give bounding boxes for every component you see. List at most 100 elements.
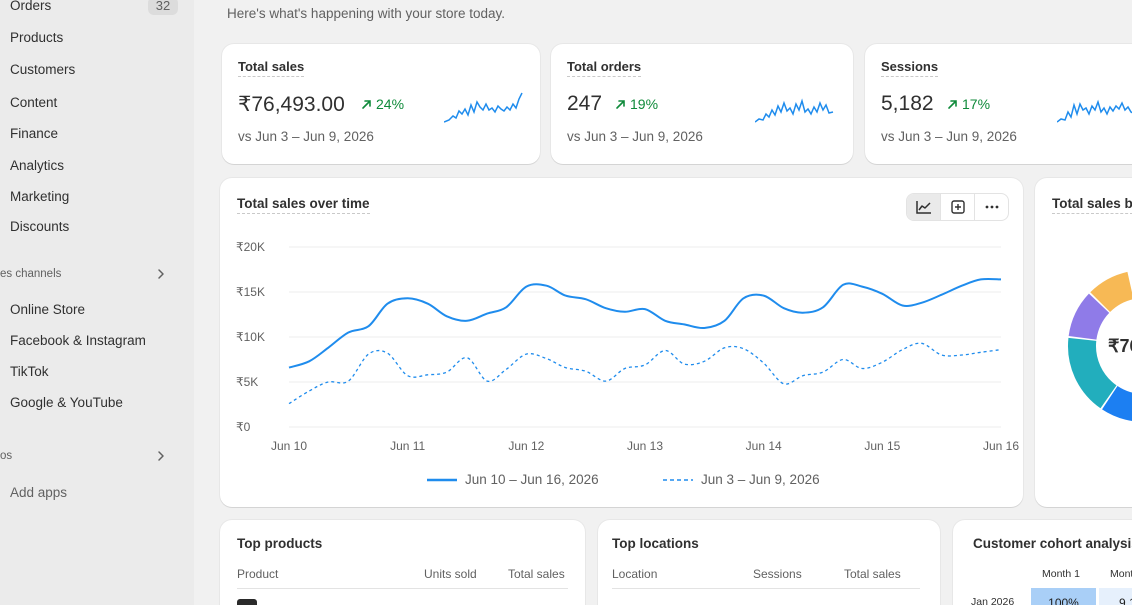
product-thumbnail[interactable] bbox=[237, 599, 257, 605]
x-tick-label: Jun 12 bbox=[508, 439, 544, 453]
column-header: Product bbox=[237, 567, 279, 581]
sparkline bbox=[1057, 99, 1132, 123]
kpi-title: Sessions bbox=[881, 59, 939, 77]
y-tick-label: ₹5K bbox=[236, 375, 258, 389]
sidebar-item-online-store[interactable]: Online Store bbox=[10, 302, 86, 317]
panel-title: Top locations bbox=[612, 536, 699, 551]
legend-solid-line bbox=[427, 478, 457, 481]
main-content: Here's what's happening with your store … bbox=[194, 0, 1132, 605]
sidebar-item-products[interactable]: Products bbox=[10, 30, 64, 45]
cohort-row-label: Jan 2026 bbox=[971, 596, 1015, 605]
kpi-delta-value: 24% bbox=[376, 96, 405, 112]
x-tick-label: Jun 11 bbox=[390, 439, 425, 453]
sidebar-item-content[interactable]: Content bbox=[10, 95, 58, 110]
kpi-delta: 17% bbox=[947, 96, 990, 112]
kpi-delta-value: 17% bbox=[962, 96, 991, 112]
kpi-card-total-sales[interactable]: Total sales ₹76,493.00 24% vs Jun 3 – Ju… bbox=[222, 44, 540, 164]
orders-count-badge: 32 bbox=[148, 0, 178, 15]
chevron-right-icon[interactable] bbox=[155, 450, 167, 462]
legend-previous[interactable]: Jun 3 – Jun 9, 2026 bbox=[663, 472, 820, 487]
cohort-card: Customer cohort analysis Month 1 Mont Ja… bbox=[953, 520, 1132, 605]
y-tick-label: ₹20K bbox=[236, 240, 265, 254]
column-header: Mont bbox=[1110, 568, 1132, 580]
sales-over-time-card: Total sales over time ₹0 ₹5K ₹10K ₹15K ₹20K J… bbox=[220, 178, 1023, 507]
sparkline bbox=[444, 92, 523, 123]
more-horizontal-icon bbox=[985, 205, 998, 209]
kpi-value: 5,182 bbox=[881, 92, 934, 115]
kpi-title: Total orders bbox=[567, 59, 642, 77]
chart-toolbar bbox=[906, 193, 1009, 221]
column-header: Total sales bbox=[508, 567, 565, 581]
sidebar-item-finance[interactable]: Finance bbox=[10, 126, 59, 141]
panel-title: Top products bbox=[237, 536, 323, 551]
top-products-card: Top products Product Units sold Total sa… bbox=[220, 520, 585, 605]
series-line-previous[interactable] bbox=[288, 342, 1002, 405]
sales-channels-header[interactable]: es channels bbox=[0, 268, 62, 280]
kpi-title: Total sales bbox=[238, 59, 305, 77]
plus-square-icon bbox=[950, 200, 965, 214]
column-header: Sessions bbox=[753, 567, 802, 581]
donut-segment[interactable] bbox=[1068, 337, 1118, 409]
divider bbox=[237, 588, 568, 589]
y-tick-label: ₹15K bbox=[236, 285, 265, 299]
arrow-up-right-icon bbox=[948, 100, 957, 109]
add-apps-link[interactable]: Add apps bbox=[10, 485, 68, 500]
line-chart-button[interactable] bbox=[907, 194, 941, 220]
chevron-right-icon[interactable] bbox=[155, 268, 167, 280]
x-tick-label: Jun 16 bbox=[983, 439, 1019, 453]
chart-title: Total sales over time bbox=[237, 196, 370, 214]
column-header: Month 1 bbox=[1042, 568, 1080, 580]
kpi-compare: vs Jun 3 – Jun 9, 2026 bbox=[567, 129, 703, 144]
panel-title: Customer cohort analysis bbox=[973, 536, 1132, 551]
kpi-delta-value: 19% bbox=[630, 96, 659, 112]
sparkline bbox=[755, 98, 834, 123]
sales-donut-chart bbox=[1068, 271, 1132, 421]
legend-current[interactable]: Jun 10 – Jun 16, 2026 bbox=[427, 472, 599, 487]
more-options-button[interactable] bbox=[975, 194, 1008, 220]
kpi-value: ₹76,493.00 bbox=[238, 93, 345, 116]
x-tick-label: Jun 13 bbox=[627, 439, 663, 453]
cohort-cell[interactable]: 9.1 bbox=[1099, 588, 1132, 605]
kpi-card-sessions[interactable]: Sessions 5,182 17% vs Jun 3 – Jun 9, 202… bbox=[865, 44, 1132, 164]
page-subtitle: Here's what's happening with your store … bbox=[227, 6, 506, 21]
add-to-dashboard-button[interactable] bbox=[941, 194, 975, 220]
sidebar-item-google-youtube[interactable]: Google & YouTube bbox=[10, 395, 123, 410]
y-tick-label: ₹0 bbox=[236, 420, 251, 434]
y-tick-label: ₹10K bbox=[236, 330, 265, 344]
chart-title: Total sales b bbox=[1052, 196, 1132, 214]
sidebar-item-orders[interactable]: Orders bbox=[10, 0, 51, 13]
cohort-cell[interactable]: 100% bbox=[1031, 588, 1096, 605]
x-tick-label: Jun 14 bbox=[746, 439, 782, 453]
sidebar-item-tiktok[interactable]: TikTok bbox=[10, 364, 49, 379]
apps-header[interactable]: os bbox=[0, 450, 13, 462]
top-locations-card: Top locations Location Sessions Total sa… bbox=[598, 520, 940, 605]
donut-center-value: ₹76 bbox=[1108, 336, 1132, 356]
column-header: Total sales bbox=[844, 567, 901, 581]
sidebar-item-facebook-instagram[interactable]: Facebook & Instagram bbox=[10, 333, 146, 348]
sidebar-item-customers[interactable]: Customers bbox=[10, 62, 76, 77]
legend-dashed-line bbox=[663, 478, 693, 481]
donut-segment[interactable] bbox=[1090, 271, 1132, 313]
sidebar-item-analytics[interactable]: Analytics bbox=[10, 158, 65, 173]
line-chart-icon bbox=[915, 201, 931, 214]
legend-label: Jun 3 – Jun 9, 2026 bbox=[701, 472, 820, 487]
sidebar: Orders 32 Products Customers Content Fin… bbox=[0, 0, 194, 605]
donut-segment[interactable] bbox=[1068, 293, 1110, 341]
kpi-compare: vs Jun 3 – Jun 9, 2026 bbox=[881, 129, 1017, 144]
legend-label: Jun 10 – Jun 16, 2026 bbox=[465, 472, 599, 487]
kpi-compare: vs Jun 3 – Jun 9, 2026 bbox=[238, 129, 374, 144]
sidebar-item-discounts[interactable]: Discounts bbox=[10, 219, 70, 234]
sales-breakdown-card: Total sales b ₹76 bbox=[1035, 178, 1132, 507]
arrow-up-right-icon bbox=[362, 100, 371, 109]
x-tick-label: Jun 10 bbox=[271, 439, 307, 453]
arrow-up-right-icon bbox=[616, 100, 625, 109]
sidebar-item-marketing[interactable]: Marketing bbox=[10, 189, 70, 204]
kpi-card-total-orders[interactable]: Total orders 247 19% vs Jun 3 – Jun 9, 2… bbox=[551, 44, 853, 164]
column-header: Location bbox=[612, 567, 658, 581]
column-header: Units sold bbox=[424, 567, 477, 581]
x-tick-label: Jun 15 bbox=[864, 439, 900, 453]
sidebar-item-label: Orders bbox=[10, 0, 52, 13]
donut-segment[interactable] bbox=[1102, 385, 1132, 421]
kpi-delta: 19% bbox=[615, 96, 658, 112]
series-line-current[interactable] bbox=[288, 277, 1002, 369]
